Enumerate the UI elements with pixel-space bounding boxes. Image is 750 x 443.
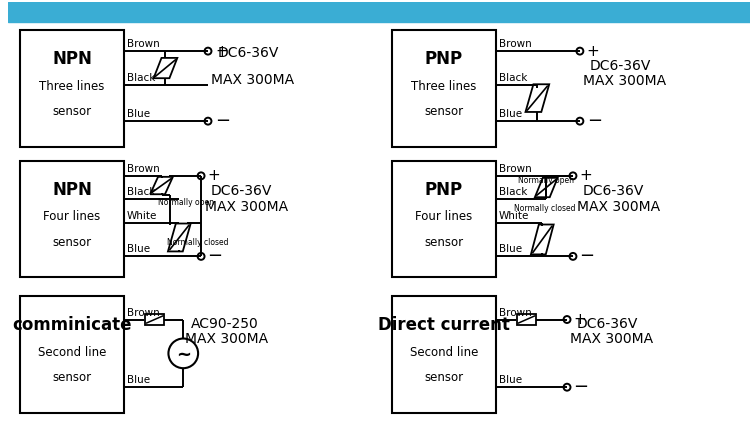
Text: MAX 300MA: MAX 300MA	[577, 200, 660, 214]
Text: −: −	[586, 112, 602, 130]
Text: Brown: Brown	[499, 39, 532, 49]
Text: Blue: Blue	[127, 375, 150, 385]
Bar	[20, 30, 124, 147]
Text: Black: Black	[127, 73, 155, 83]
Bar	[392, 161, 496, 277]
Text: MAX 300MA: MAX 300MA	[185, 332, 268, 346]
Bar	[145, 314, 164, 325]
Text: Direct current: Direct current	[378, 316, 510, 334]
Text: Normally closed: Normally closed	[514, 204, 575, 213]
Text: sensor: sensor	[424, 371, 464, 385]
Text: AC90-250: AC90-250	[191, 318, 259, 331]
Text: Second line: Second line	[38, 346, 106, 359]
Text: MAX 300MA: MAX 300MA	[583, 74, 666, 88]
Text: Black: Black	[499, 187, 527, 197]
Text: Normally open: Normally open	[158, 198, 214, 206]
Bar	[20, 161, 124, 277]
Text: +: +	[586, 43, 599, 58]
Text: Normally open: Normally open	[518, 176, 574, 185]
Text: DC6-36V: DC6-36V	[590, 59, 651, 73]
Text: −: −	[573, 378, 588, 396]
Text: Blue: Blue	[127, 245, 150, 254]
Text: PNP: PNP	[424, 51, 463, 68]
Text: Brown: Brown	[127, 39, 160, 49]
Text: comminicate: comminicate	[12, 316, 132, 334]
Text: DC6-36V: DC6-36V	[218, 46, 279, 60]
Text: NPN: NPN	[52, 181, 92, 199]
Text: −: −	[215, 112, 230, 130]
Text: sensor: sensor	[424, 236, 464, 249]
Text: −: −	[579, 247, 594, 265]
Text: +: +	[215, 43, 228, 58]
Text: DC6-36V: DC6-36V	[577, 318, 638, 331]
Text: Blue: Blue	[499, 375, 522, 385]
Text: sensor: sensor	[53, 236, 92, 249]
Text: +: +	[207, 168, 220, 183]
Text: Blue: Blue	[499, 245, 522, 254]
Text: Brown: Brown	[127, 307, 160, 318]
Text: sensor: sensor	[424, 105, 464, 118]
Text: +: +	[573, 312, 586, 327]
Text: Normally closed: Normally closed	[167, 238, 229, 247]
Text: Brown: Brown	[499, 164, 532, 174]
Text: MAX 300MA: MAX 300MA	[205, 200, 288, 214]
Text: ~: ~	[176, 346, 190, 363]
Text: Brown: Brown	[499, 307, 532, 318]
Text: White: White	[127, 210, 158, 221]
Text: White: White	[499, 210, 530, 221]
Bar	[517, 314, 536, 325]
Bar	[8, 2, 750, 22]
Text: NPN: NPN	[52, 51, 92, 68]
Text: MAX 300MA: MAX 300MA	[211, 73, 294, 87]
Text: Brown: Brown	[127, 164, 160, 174]
Text: Four lines: Four lines	[416, 210, 472, 223]
Text: Three lines: Three lines	[39, 80, 105, 93]
Text: DC6-36V: DC6-36V	[211, 184, 272, 198]
Text: sensor: sensor	[53, 105, 92, 118]
Text: Four lines: Four lines	[44, 210, 100, 223]
Text: Blue: Blue	[127, 109, 150, 119]
Text: Second line: Second line	[410, 346, 478, 359]
Bar	[20, 296, 124, 413]
Bar	[392, 30, 496, 147]
Text: −: −	[207, 247, 222, 265]
Text: MAX 300MA: MAX 300MA	[570, 332, 653, 346]
Text: PNP: PNP	[424, 181, 463, 199]
Text: DC6-36V: DC6-36V	[583, 184, 644, 198]
Text: Three lines: Three lines	[411, 80, 476, 93]
Bar	[392, 296, 496, 413]
Text: Blue: Blue	[499, 109, 522, 119]
Text: Black: Black	[499, 73, 527, 83]
Text: +: +	[579, 168, 592, 183]
Text: sensor: sensor	[53, 371, 92, 385]
Text: Black: Black	[127, 187, 155, 197]
